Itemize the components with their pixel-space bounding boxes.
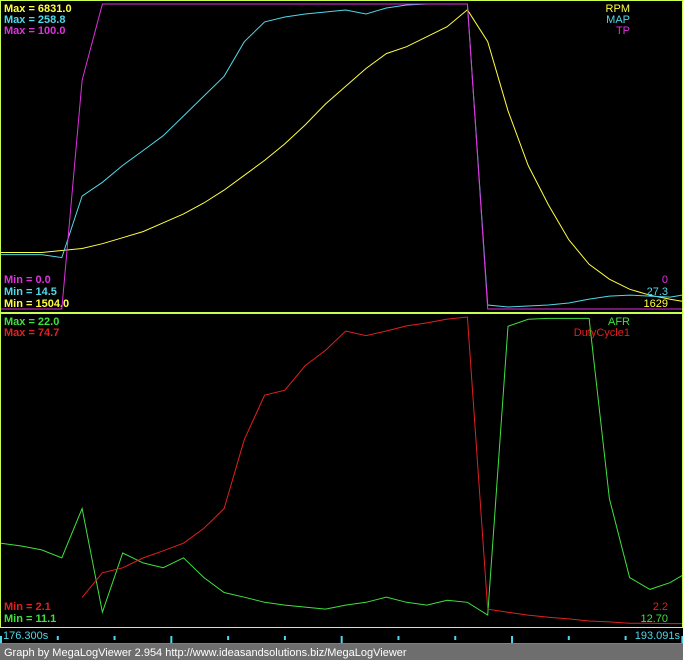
cursor-value: 12.70 [640,613,668,625]
series-name: AFR [608,316,630,328]
max-label: Max = 74.7 [4,327,59,339]
min-label: Min = 14.5 [4,286,57,298]
series-line [0,317,683,616]
series-line [81,316,682,625]
series-name: MAP [606,14,630,26]
max-label: Max = 22.0 [4,316,59,328]
min-label: Min = 11.1 [4,613,56,625]
series-name: DutyCycle1 [574,327,630,339]
max-label: Max = 100.0 [4,25,65,37]
series-line [1,3,683,308]
cursor-value: 27.3 [647,286,668,298]
time-start: 176.300s [3,630,49,642]
time-end: 193.091s [635,630,681,642]
footer-bar [0,644,683,660]
series-line [1,3,682,310]
cursor-value: 2.2 [653,601,668,613]
footer: Graph by MegaLogViewer 2.954 http://www.… [4,647,407,659]
max-label: Max = 258.8 [4,14,65,26]
series-name: RPM [606,3,630,15]
cursor-value: 1629 [644,298,668,310]
min-label: Min = 1504.0 [4,298,69,310]
min-label: Min = 0.0 [4,274,51,286]
series-name: TP [616,25,630,37]
cursor-value: 0 [662,274,668,286]
series-line [1,9,683,302]
max-label: Max = 6831.0 [4,3,72,15]
min-label: Min = 2.1 [4,601,51,613]
